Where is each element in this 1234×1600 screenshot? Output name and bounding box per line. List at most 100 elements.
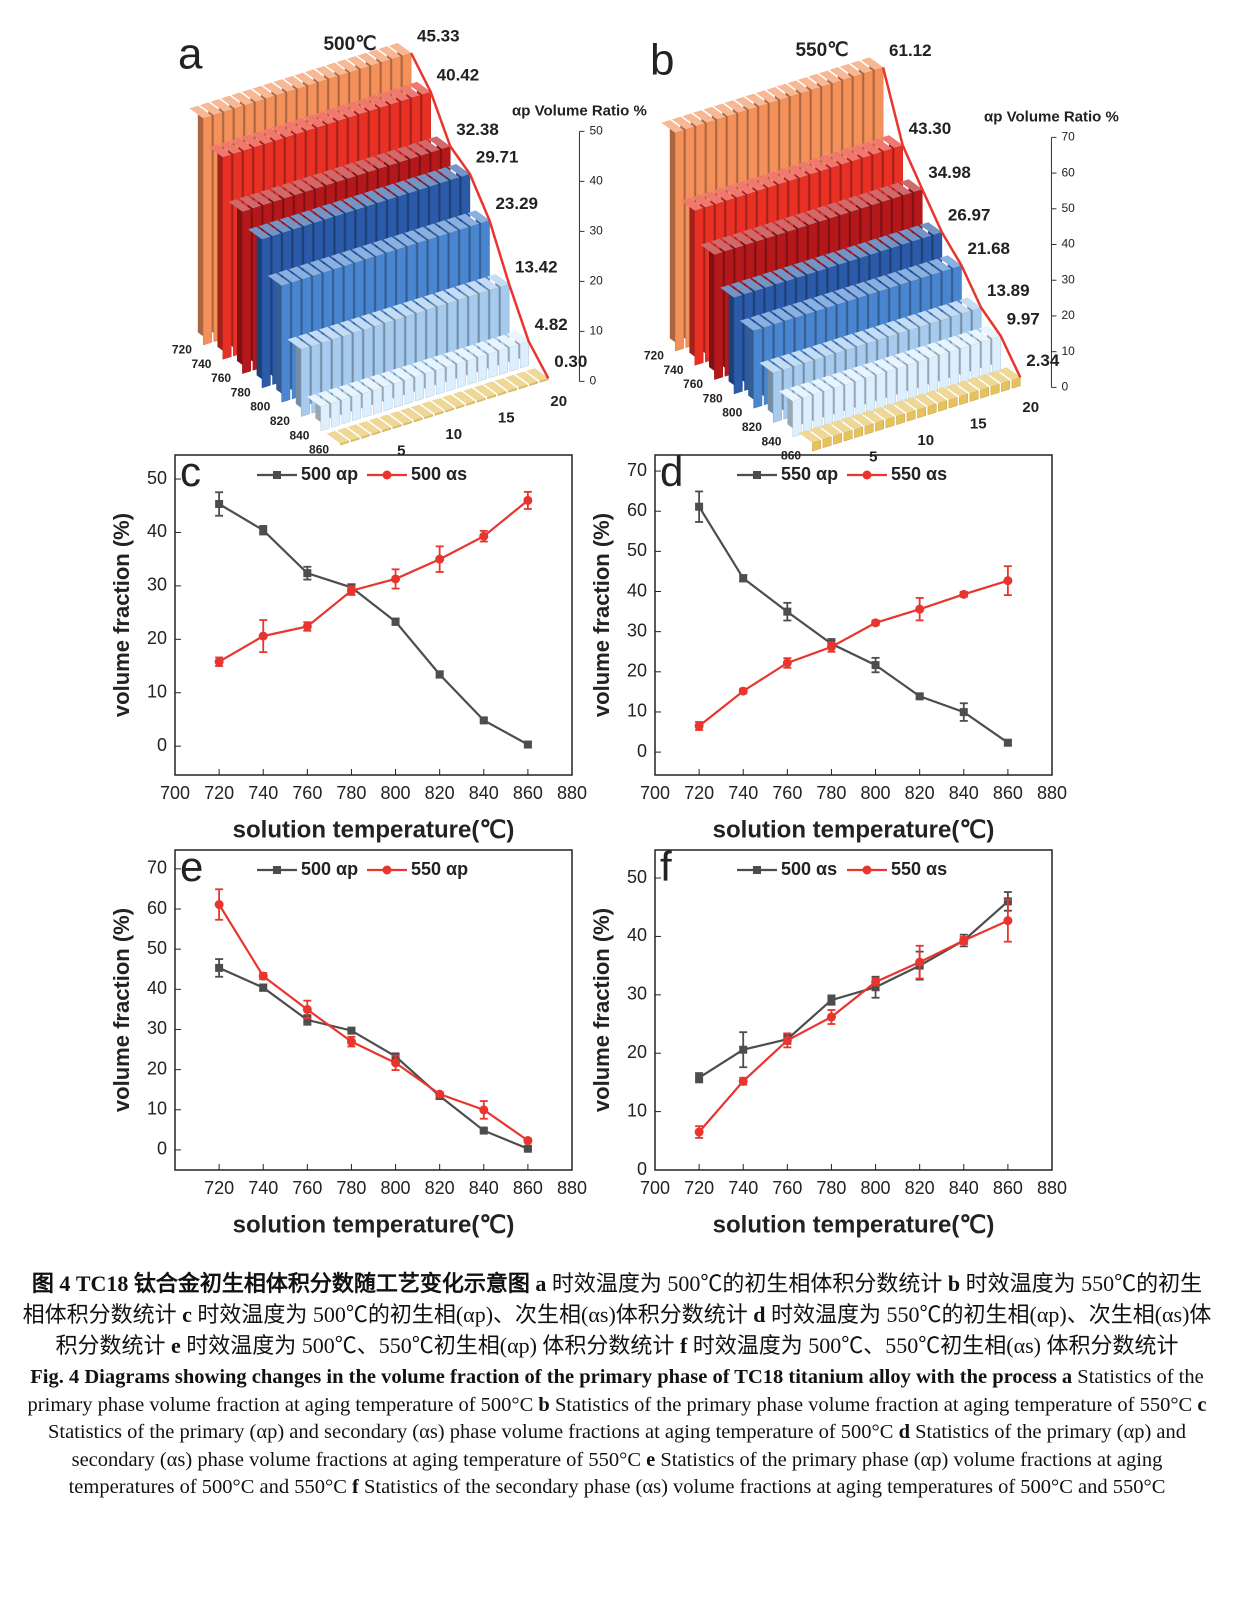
x-tick-label: 740 <box>248 783 278 803</box>
bar-top <box>823 291 846 305</box>
bar-top <box>329 323 352 337</box>
marker <box>827 996 836 1005</box>
x-tick-label: 740 <box>728 1178 758 1198</box>
series-line <box>218 966 529 1150</box>
bar-top <box>371 310 394 323</box>
bar-top <box>433 354 456 368</box>
bar-top <box>398 85 421 98</box>
bar <box>401 364 424 402</box>
bar <box>661 120 684 352</box>
y-tick-label: 50 <box>147 468 167 488</box>
marker <box>959 936 969 946</box>
marker <box>959 589 969 599</box>
bar <box>987 370 1011 393</box>
bar-top <box>315 66 338 79</box>
bar-front <box>222 154 232 360</box>
bar-top <box>273 79 296 92</box>
bar-top <box>721 235 744 249</box>
bar <box>915 345 938 395</box>
z-tick-label: 30 <box>589 224 603 238</box>
bar-top <box>380 371 403 384</box>
bar-top <box>780 353 803 367</box>
bar-top <box>270 185 293 199</box>
caption-text: b <box>533 1393 550 1416</box>
bar-top <box>765 171 788 185</box>
z-tick-label: 20 <box>589 274 603 288</box>
row-label: 740 <box>663 363 683 377</box>
x-tick-label: 860 <box>513 783 543 803</box>
panel-letter: e <box>180 843 203 890</box>
bar-top <box>342 197 365 210</box>
depth-tick-label: 20 <box>1022 399 1039 416</box>
bar-top <box>712 188 735 201</box>
value-label: 13.89 <box>987 281 1030 300</box>
bar-top <box>379 414 402 428</box>
bar-top <box>935 387 958 400</box>
bar <box>872 407 895 429</box>
x-tick-label: 700 <box>160 783 190 803</box>
marker <box>302 1004 312 1014</box>
marker <box>871 618 881 628</box>
x-tick-label: 700 <box>640 783 670 803</box>
bar-top <box>978 325 1001 339</box>
caption-text: c <box>1192 1393 1207 1416</box>
bar <box>924 390 948 412</box>
bar <box>700 242 724 380</box>
y-tick-label: 0 <box>157 735 167 755</box>
series-line <box>218 503 529 746</box>
legend-marker <box>382 470 392 480</box>
bar-top <box>425 223 448 237</box>
x-tick-label: 760 <box>292 1178 322 1198</box>
series-line <box>698 506 1009 744</box>
x-tick-label: 780 <box>336 783 366 803</box>
bar <box>515 371 539 387</box>
bar-top <box>231 92 254 106</box>
bar-top <box>811 343 835 357</box>
legend-label: 550 αs <box>891 464 947 484</box>
bar-top <box>879 185 902 199</box>
bar-top <box>442 394 465 408</box>
bar-top <box>300 210 323 223</box>
bar <box>956 380 979 402</box>
bar-top <box>328 387 351 401</box>
marker <box>391 574 401 584</box>
bar <box>905 349 928 398</box>
bar <box>882 403 906 426</box>
bar-top <box>928 258 951 272</box>
bar-top <box>898 228 921 242</box>
z-tick-label: 10 <box>589 324 603 338</box>
bar-top <box>391 367 414 381</box>
x-tick-label: 720 <box>684 1178 714 1198</box>
bar-front <box>457 360 466 389</box>
value-label: 29.71 <box>476 148 519 167</box>
bar-front <box>394 380 403 409</box>
bar-top <box>294 72 317 86</box>
bar-top <box>804 258 827 272</box>
legend-label: 550 αs <box>891 859 947 879</box>
marker <box>738 1076 748 1086</box>
bar <box>914 393 937 416</box>
bar-top <box>784 215 807 229</box>
bar-top <box>874 324 898 337</box>
bar <box>681 198 704 366</box>
marker <box>915 692 924 701</box>
bar-top <box>924 390 947 404</box>
bar-top <box>455 284 478 297</box>
bar-top <box>837 199 860 212</box>
bar-top <box>805 209 828 222</box>
bar-top <box>937 304 961 317</box>
x-tick-label: 780 <box>336 1178 366 1198</box>
bar-top <box>867 238 890 252</box>
bar-top <box>272 124 295 138</box>
bar-top <box>882 403 905 417</box>
bar-top <box>987 370 1010 384</box>
bar-front <box>436 367 445 395</box>
bar-top <box>279 216 302 230</box>
x-tick-label: 740 <box>248 1178 278 1198</box>
bar-front <box>404 377 414 405</box>
row-label: 820 <box>270 414 290 428</box>
bar-top <box>494 378 517 391</box>
x-axis-title: solution temperature(℃) <box>233 816 515 843</box>
marker <box>695 502 704 511</box>
y-tick-label: 0 <box>637 741 647 761</box>
